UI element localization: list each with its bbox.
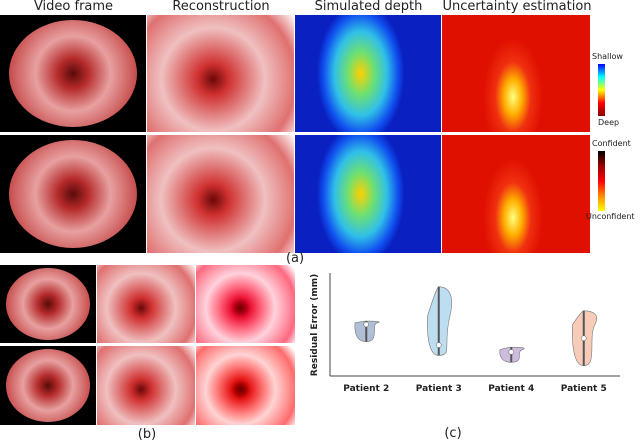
column-title: Reconstruction	[172, 0, 270, 14]
colorbar	[598, 64, 605, 116]
panel-label: (c)	[444, 426, 461, 441]
x-tick-label: Patient 3	[416, 384, 462, 394]
image	[97, 346, 195, 425]
y-axis-label: Residual Error (mm)	[310, 274, 320, 376]
image	[442, 15, 590, 132]
panel-label: (a)	[285, 251, 305, 266]
x-tick-label: Patient 4	[488, 384, 534, 394]
panel-label: (b)	[137, 427, 157, 442]
image	[295, 135, 441, 253]
colorbar-label: Unconfident	[586, 212, 635, 221]
colorbar-label: Shallow	[592, 52, 623, 61]
x-tick-label: Patient 2	[343, 384, 389, 394]
chart: Residual Error (mm) (c) Patient 2 Patient…	[310, 273, 620, 441]
median	[581, 335, 587, 341]
image	[97, 265, 195, 343]
image	[0, 135, 146, 253]
image	[196, 346, 295, 425]
column-title: Uncertainty estimation	[442, 0, 592, 14]
image	[0, 265, 96, 343]
median	[508, 349, 514, 355]
column-title: Video frame	[33, 0, 114, 14]
median	[436, 342, 442, 348]
colorbar-label: Confident	[592, 139, 631, 148]
image	[0, 346, 96, 425]
image	[196, 265, 295, 343]
image	[442, 135, 590, 253]
image	[147, 135, 294, 253]
median	[363, 321, 369, 328]
image	[295, 15, 441, 132]
column-title: Simulated depth	[314, 0, 423, 14]
colorbar-label: Deep	[598, 118, 620, 127]
image	[147, 15, 294, 132]
x-tick-label: Patient 5	[561, 384, 607, 394]
image	[0, 15, 146, 132]
colorbar	[598, 151, 605, 211]
